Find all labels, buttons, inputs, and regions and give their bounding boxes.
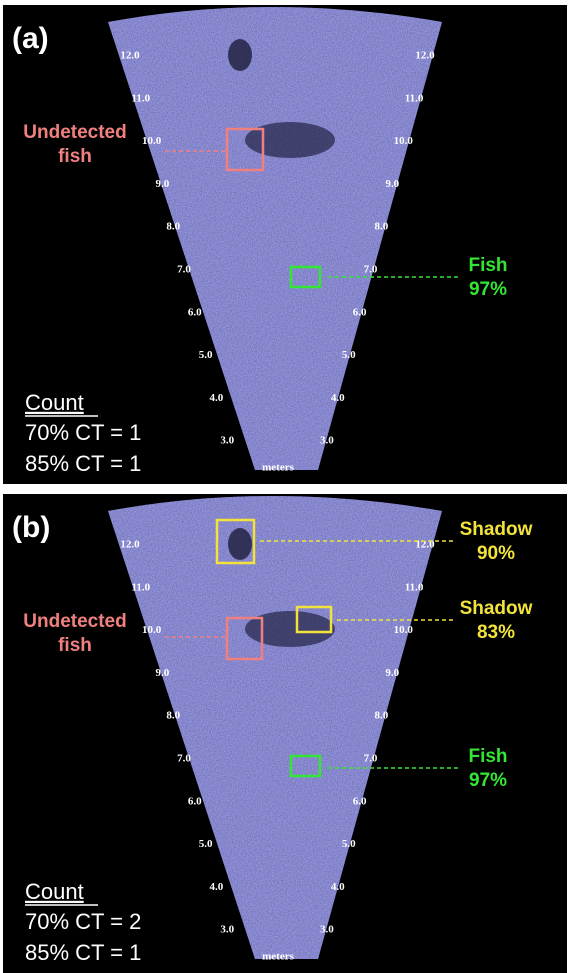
count-line: 70% CT = 1 <box>25 420 141 445</box>
dark-region <box>245 122 335 158</box>
annotation-text: fish <box>58 635 92 656</box>
range-label: 3.0 <box>320 435 334 447</box>
range-label: 11.0 <box>131 92 150 104</box>
range-label: 8.0 <box>375 221 389 233</box>
annotation-text: 97% <box>469 279 507 300</box>
count-line: 70% CT = 2 <box>25 909 141 934</box>
annotation-text: fish <box>58 146 92 167</box>
count-line: 85% CT = 1 <box>25 451 141 476</box>
range-label: 8.0 <box>166 221 180 233</box>
range-label: 9.0 <box>385 667 399 679</box>
sonar-panel: (a) 12.0 12.0 11.0 11.0 10.0 10.0 9.0 9.0 8.0 8.0 7… <box>3 5 567 484</box>
range-label: 9.0 <box>385 178 399 190</box>
range-label: 11.0 <box>405 581 424 593</box>
dark-region <box>228 528 252 560</box>
annotation-text: Undetected <box>23 611 126 632</box>
range-label: 10.0 <box>142 624 162 636</box>
annotation-text: Undetected <box>23 122 126 143</box>
annotation-text: 90% <box>477 543 515 564</box>
range-label: 12.0 <box>415 50 435 62</box>
range-label: 9.0 <box>156 178 170 190</box>
panel-label: (b) <box>12 511 50 544</box>
range-label: 4.0 <box>210 881 224 893</box>
range-label: 8.0 <box>166 710 180 722</box>
units-label: meters <box>262 951 294 963</box>
dark-region <box>228 39 252 71</box>
range-label: 6.0 <box>188 306 202 318</box>
range-label: 5.0 <box>199 349 213 361</box>
range-label: 6.0 <box>353 306 367 318</box>
range-label: 12.0 <box>120 50 140 62</box>
dark-region <box>245 611 335 647</box>
units-label: meters <box>262 462 294 474</box>
range-label: 12.0 <box>120 539 140 551</box>
range-label: 5.0 <box>342 838 356 850</box>
range-label: 4.0 <box>331 881 345 893</box>
annotation-text: 83% <box>477 622 515 643</box>
count-line: 85% CT = 1 <box>25 940 141 965</box>
sonar-panel: (b) 12.0 12.0 11.0 11.0 10.0 10.0 9.0 9.0 8.0 8.0 7… <box>3 494 567 973</box>
annotation-text: Fish <box>468 746 507 767</box>
range-label: 8.0 <box>375 710 389 722</box>
range-label: 11.0 <box>405 92 424 104</box>
annotation-text: Fish <box>468 255 507 276</box>
range-label: 3.0 <box>220 435 234 447</box>
range-label: 7.0 <box>364 753 378 765</box>
annotation-text: Shadow <box>460 598 533 619</box>
range-label: 10.0 <box>394 624 414 636</box>
range-label: 6.0 <box>188 795 202 807</box>
range-label: 4.0 <box>210 392 224 404</box>
range-label: 3.0 <box>320 924 334 936</box>
range-label: 7.0 <box>177 753 191 765</box>
annotation-text: 97% <box>469 770 507 791</box>
count-title: Count <box>25 390 84 415</box>
range-label: 12.0 <box>415 539 435 551</box>
panel-label: (a) <box>12 22 49 55</box>
figure: (a) 12.0 12.0 11.0 11.0 10.0 10.0 9.0 9.0 8.0 8.0 7… <box>0 0 570 973</box>
range-label: 9.0 <box>156 667 170 679</box>
annotation-text: Shadow <box>460 519 533 540</box>
range-label: 5.0 <box>199 838 213 850</box>
range-label: 7.0 <box>364 264 378 276</box>
range-label: 4.0 <box>331 392 345 404</box>
range-label: 6.0 <box>353 795 367 807</box>
range-label: 11.0 <box>131 581 150 593</box>
range-label: 5.0 <box>342 349 356 361</box>
range-label: 3.0 <box>220 924 234 936</box>
range-label: 10.0 <box>142 135 162 147</box>
count-title: Count <box>25 879 84 904</box>
range-label: 7.0 <box>177 264 191 276</box>
range-label: 10.0 <box>394 135 414 147</box>
